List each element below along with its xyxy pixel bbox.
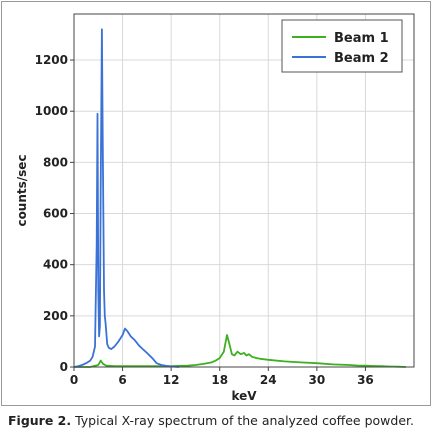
y-tick-label: 800 [43, 155, 68, 169]
x-tick-label: 30 [309, 373, 326, 387]
legend-box [281, 19, 403, 73]
legend-entry-1: Beam 1 [334, 31, 389, 46]
legend: Beam 1 Beam 2 [281, 19, 403, 73]
x-tick-label: 24 [260, 373, 277, 387]
series-layer [73, 28, 406, 368]
x-tick-label: 6 [118, 373, 126, 387]
y-axis-ticks: 0 200 400 600 800 1000 1200 [35, 53, 74, 374]
x-tick-label: 0 [70, 373, 78, 387]
y-tick-label: 600 [43, 207, 68, 221]
series-line-2 [73, 28, 180, 368]
spectrum-chart: 0 6 12 18 24 30 36 0 200 400 600 800 1000 1200 keV c… [15, 13, 415, 403]
caption-label: Figure 2. [8, 413, 72, 428]
y-axis-label: counts/sec [15, 154, 29, 226]
x-tick-label: 12 [163, 373, 180, 387]
plot-border [73, 13, 415, 368]
legend-entry-2: Beam 2 [334, 51, 389, 66]
x-tick-label: 18 [211, 373, 228, 387]
figure-caption: Figure 2. Typical X-ray spectrum of the … [8, 413, 428, 428]
x-axis-label: keV [231, 389, 257, 403]
x-axis-ticks: 0 6 12 18 24 30 36 [70, 367, 374, 387]
y-tick-label: 1000 [35, 104, 68, 118]
y-tick-label: 0 [60, 360, 68, 374]
plot-area [74, 14, 414, 367]
caption-text: Typical X-ray spectrum of the analyzed c… [71, 413, 414, 428]
y-tick-label: 200 [43, 309, 68, 323]
x-tick-label: 36 [357, 373, 374, 387]
y-tick-label: 400 [43, 258, 68, 272]
series-line-1 [74, 334, 406, 368]
figure-frame: 0 6 12 18 24 30 36 0 200 400 600 800 1000 1200 keV c… [1, 1, 431, 406]
y-tick-label: 1200 [35, 53, 68, 67]
